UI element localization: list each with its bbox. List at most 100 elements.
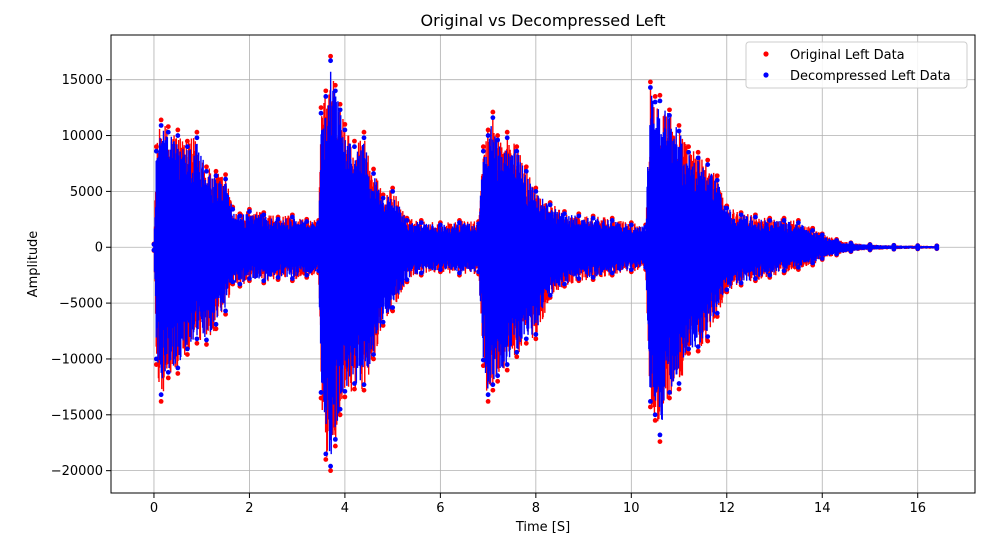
data-point <box>523 164 529 170</box>
axes: 0 2 4 6 8 10 12 14 16 −20000 −15000 −10000 −5000 0 500… <box>51 34 976 516</box>
data-point <box>213 168 219 174</box>
data-point <box>332 88 338 94</box>
data-point <box>371 171 376 176</box>
data-point <box>337 101 343 107</box>
data-point <box>738 280 744 286</box>
plot-frame <box>110 34 976 494</box>
data-point <box>643 224 649 230</box>
data-point <box>705 162 711 167</box>
data-point <box>304 219 310 224</box>
data-point <box>165 375 171 381</box>
data-point <box>609 270 615 276</box>
data-point <box>714 314 720 319</box>
data-point <box>230 279 236 285</box>
data-point <box>819 256 825 261</box>
data-point <box>781 268 787 274</box>
data-point <box>628 222 634 228</box>
data-point <box>323 457 329 462</box>
data-point <box>781 218 787 223</box>
data-point <box>289 276 295 281</box>
data-point <box>194 340 200 346</box>
data-point <box>547 292 553 298</box>
y-tick-label: 10000 <box>62 129 103 144</box>
data-point <box>337 412 343 418</box>
data-point <box>153 144 159 150</box>
x-tick-label: 2 <box>245 501 253 516</box>
legend-label-original: Original Left Data <box>790 48 905 63</box>
data-point <box>390 188 396 194</box>
data-point <box>342 394 348 400</box>
data-point <box>418 220 424 226</box>
data-point <box>175 127 181 133</box>
data-point <box>714 177 720 183</box>
data-point <box>576 213 582 219</box>
data-point <box>437 222 443 228</box>
data-layer <box>151 53 940 474</box>
data-point <box>724 287 730 293</box>
data-point <box>523 340 529 346</box>
data-point <box>332 443 338 449</box>
data-point <box>153 356 159 362</box>
data-point <box>657 432 663 438</box>
data-point <box>361 129 367 135</box>
data-point <box>643 264 649 270</box>
data-point <box>562 211 567 217</box>
data-point <box>175 365 181 371</box>
data-point <box>705 338 711 344</box>
data-point <box>657 98 663 104</box>
data-point <box>795 264 801 270</box>
data-point <box>194 129 200 135</box>
data-point <box>915 246 921 252</box>
data-point <box>213 321 219 327</box>
data-point <box>230 206 236 212</box>
data-point <box>476 269 481 275</box>
data-point <box>223 172 228 178</box>
data-point <box>318 395 324 401</box>
data-point <box>547 202 553 208</box>
data-point <box>332 436 338 442</box>
x-tick-label: 6 <box>436 501 444 516</box>
data-point <box>648 85 653 90</box>
legend-marker-decompressed <box>763 72 769 78</box>
data-point <box>495 378 501 384</box>
data-point <box>342 127 348 133</box>
data-point <box>667 390 672 395</box>
data-point <box>676 386 682 392</box>
data-point <box>332 82 338 88</box>
data-point <box>686 144 691 150</box>
data-point <box>151 242 157 247</box>
data-point <box>667 395 672 401</box>
data-point <box>323 88 329 94</box>
data-point <box>738 212 744 218</box>
x-tick-label: 4 <box>341 501 349 516</box>
data-point <box>834 238 839 243</box>
data-point <box>361 387 367 393</box>
y-tick-label: 5000 <box>70 185 103 200</box>
data-point <box>490 115 496 121</box>
data-point <box>223 308 228 314</box>
data-point <box>514 144 520 150</box>
data-point <box>695 348 701 354</box>
data-point <box>361 135 367 141</box>
data-point <box>495 133 501 138</box>
data-point <box>652 412 658 418</box>
data-point <box>223 176 228 182</box>
legend-label-decompressed: Decompressed Left Data <box>790 69 951 84</box>
data-point <box>175 133 181 138</box>
data-point <box>480 148 486 154</box>
data-point <box>652 99 658 105</box>
data-point <box>261 278 267 284</box>
data-point <box>404 277 410 283</box>
data-point <box>576 276 582 281</box>
data-point <box>342 388 348 394</box>
data-point <box>204 168 209 174</box>
data-point <box>337 406 343 412</box>
data-point <box>204 164 209 170</box>
data-point <box>158 399 164 404</box>
data-point <box>318 105 324 111</box>
data-point <box>404 218 410 223</box>
data-point <box>247 276 252 281</box>
data-point <box>891 246 897 252</box>
data-point <box>275 216 281 222</box>
